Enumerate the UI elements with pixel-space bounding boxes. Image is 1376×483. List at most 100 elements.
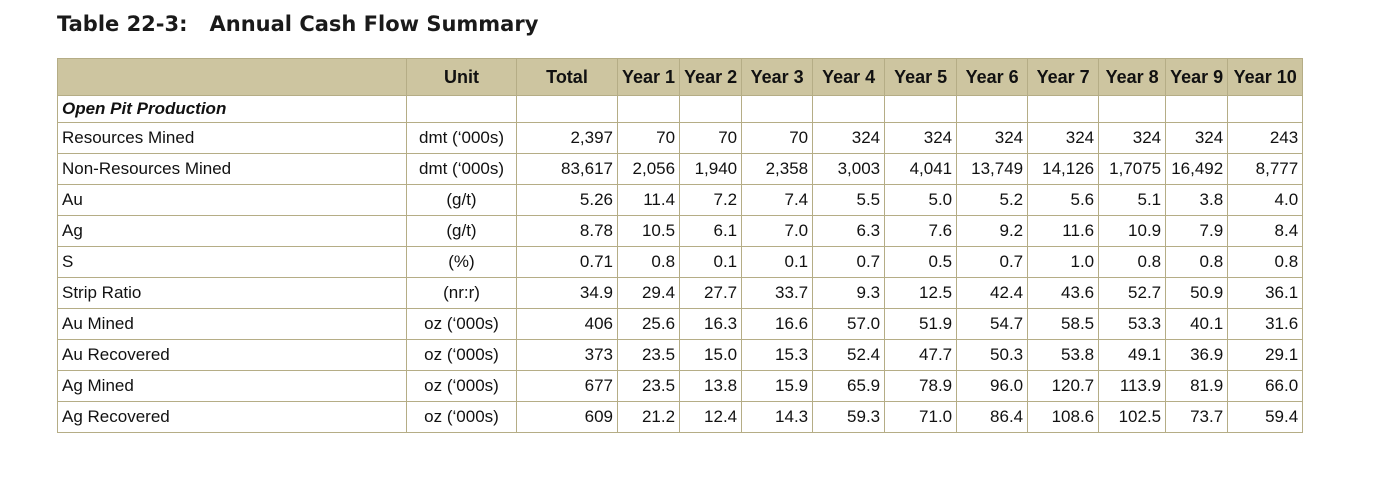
value-cell: 71.0 (884, 401, 958, 433)
row-unit: oz (‘000s) (406, 308, 517, 340)
row-label: S (57, 246, 407, 278)
empty-cell (406, 95, 517, 123)
value-cell: 0.1 (679, 246, 743, 278)
value-cell: 81.9 (1165, 370, 1229, 402)
value-cell: 73.7 (1165, 401, 1229, 433)
header-cell: Year 3 (741, 58, 814, 96)
row-label: Ag Mined (57, 370, 407, 402)
value-cell: 36.9 (1165, 339, 1229, 371)
table-row: Ag Recovered oz (‘000s) 609 21.2 12.4 14.3 59.… (57, 401, 1304, 433)
value-cell: 31.6 (1227, 308, 1304, 340)
value-cell: 65.9 (812, 370, 886, 402)
value-cell: 8,777 (1227, 153, 1304, 185)
value-cell: 70 (616, 122, 681, 154)
value-cell: 406 (516, 308, 618, 340)
value-cell: 83,617 (516, 153, 618, 185)
row-unit: oz (‘000s) (406, 401, 517, 433)
value-cell: 0.8 (1098, 246, 1167, 278)
value-cell: 16.6 (741, 308, 814, 340)
value-cell: 5.0 (884, 184, 958, 216)
value-cell: 53.8 (1027, 339, 1100, 371)
value-cell: 0.71 (516, 246, 618, 278)
value-cell: 5.6 (1027, 184, 1100, 216)
value-cell: 324 (1098, 122, 1167, 154)
value-cell: 33.7 (741, 277, 814, 309)
value-cell: 25.6 (616, 308, 681, 340)
value-cell: 59.4 (1227, 401, 1304, 433)
header-cell: Year 1 (616, 58, 681, 96)
value-cell: 120.7 (1027, 370, 1100, 402)
value-cell: 29.4 (616, 277, 681, 309)
value-cell: 8.78 (516, 215, 618, 247)
table-row: Strip Ratio (nr:r) 34.9 29.4 27.7 33.7 9.3 12.5… (57, 277, 1304, 309)
value-cell: 5.26 (516, 184, 618, 216)
row-unit: oz (‘000s) (406, 339, 517, 371)
value-cell: 51.9 (884, 308, 958, 340)
value-cell: 34.9 (516, 277, 618, 309)
value-cell: 5.5 (812, 184, 886, 216)
row-label: Strip Ratio (57, 277, 407, 309)
value-cell: 16.3 (679, 308, 743, 340)
row-label: Au Recovered (57, 339, 407, 371)
empty-cell (1098, 95, 1167, 123)
value-cell: 70 (741, 122, 814, 154)
value-cell: 14.3 (741, 401, 814, 433)
header-cell: Year 9 (1165, 58, 1229, 96)
section-title: Open Pit Production (57, 95, 407, 123)
value-cell: 2,358 (741, 153, 814, 185)
value-cell: 2,397 (516, 122, 618, 154)
value-cell: 11.6 (1027, 215, 1100, 247)
value-cell: 52.7 (1098, 277, 1167, 309)
value-cell: 47.7 (884, 339, 958, 371)
value-cell: 7.2 (679, 184, 743, 216)
value-cell: 324 (956, 122, 1029, 154)
value-cell: 609 (516, 401, 618, 433)
table-row: Au (g/t) 5.26 11.4 7.2 7.4 5.5 5.0 5.2 5.6 5.1 3.8 4… (57, 184, 1304, 216)
value-cell: 50.9 (1165, 277, 1229, 309)
row-label: Au Mined (57, 308, 407, 340)
table-number: Table 22-3: (57, 12, 188, 36)
value-cell: 7.0 (741, 215, 814, 247)
value-cell: 677 (516, 370, 618, 402)
value-cell: 2,056 (616, 153, 681, 185)
value-cell: 15.3 (741, 339, 814, 371)
value-cell: 70 (679, 122, 743, 154)
value-cell: 1.0 (1027, 246, 1100, 278)
table-row: S (%) 0.71 0.8 0.1 0.1 0.7 0.5 0.7 1.0 0.8 0.8 0.8 (57, 246, 1304, 278)
header-cell: Year 10 (1227, 58, 1304, 96)
value-cell: 324 (1165, 122, 1229, 154)
row-unit: (nr:r) (406, 277, 517, 309)
value-cell: 0.1 (741, 246, 814, 278)
value-cell: 4,041 (884, 153, 958, 185)
table-row: Ag Mined oz (‘000s) 677 23.5 13.8 15.9 65.9 78.… (57, 370, 1304, 402)
row-label: Au (57, 184, 407, 216)
value-cell: 40.1 (1165, 308, 1229, 340)
value-cell: 0.7 (956, 246, 1029, 278)
header-cell: Unit (406, 58, 517, 96)
empty-cell (956, 95, 1029, 123)
value-cell: 96.0 (956, 370, 1029, 402)
value-cell: 11.4 (616, 184, 681, 216)
value-cell: 21.2 (616, 401, 681, 433)
value-cell: 15.0 (679, 339, 743, 371)
header-cell: Year 4 (812, 58, 886, 96)
table-row: Au Mined oz (‘000s) 406 25.6 16.3 16.6 57.0 51.… (57, 308, 1304, 340)
value-cell: 58.5 (1027, 308, 1100, 340)
value-cell: 113.9 (1098, 370, 1167, 402)
value-cell: 66.0 (1227, 370, 1304, 402)
value-cell: 53.3 (1098, 308, 1167, 340)
value-cell: 3.8 (1165, 184, 1229, 216)
value-cell: 15.9 (741, 370, 814, 402)
row-label: Non-Resources Mined (57, 153, 407, 185)
value-cell: 13.8 (679, 370, 743, 402)
value-cell: 16,492 (1165, 153, 1229, 185)
row-unit: (%) (406, 246, 517, 278)
table-caption: Table 22-3: Annual Cash Flow Summary (57, 12, 538, 36)
empty-cell (1165, 95, 1229, 123)
row-unit: (g/t) (406, 215, 517, 247)
value-cell: 6.1 (679, 215, 743, 247)
value-cell: 7.9 (1165, 215, 1229, 247)
value-cell: 54.7 (956, 308, 1029, 340)
empty-cell (679, 95, 743, 123)
